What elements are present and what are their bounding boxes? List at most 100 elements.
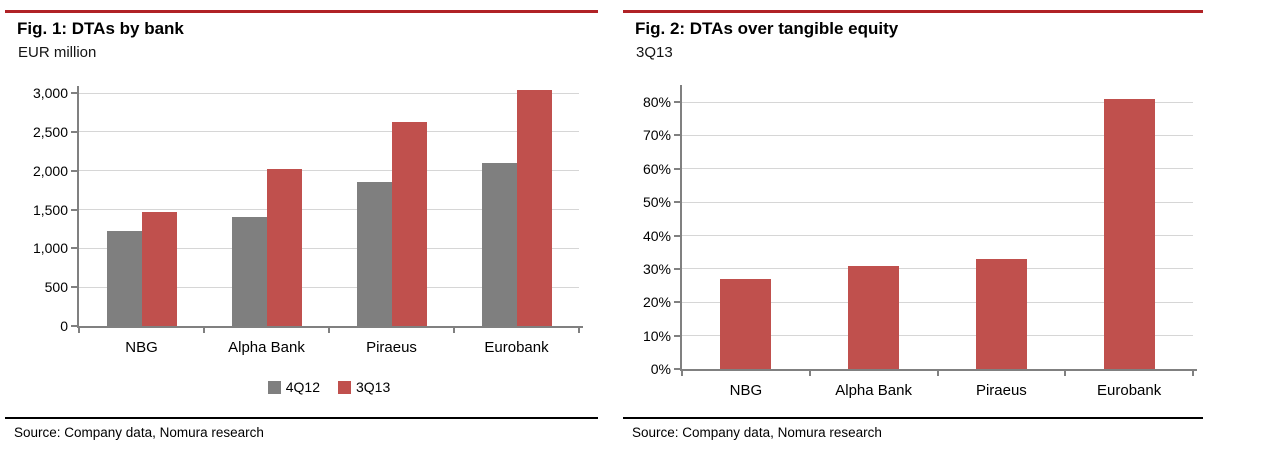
x-category-label: NBG xyxy=(125,339,158,356)
y-tick-label: 500 xyxy=(44,279,68,296)
y-tick-label: 50% xyxy=(642,194,671,211)
x-tick-mark xyxy=(578,328,580,333)
bar-4Q12-Eurobank xyxy=(481,162,517,326)
legend-label: 4Q12 xyxy=(285,379,320,395)
bar-4Q12-Piraeus xyxy=(356,181,392,326)
y-tick-mark xyxy=(71,169,77,172)
top-red-rule xyxy=(5,10,598,13)
figure-title: Fig. 1: DTAs by bank xyxy=(17,19,184,38)
y-tick-label: 20% xyxy=(642,294,671,311)
y-tick-mark xyxy=(71,208,77,211)
figure-2-dtas-over-tangible-equity: Fig. 2: DTAs over tangible equity 3Q13 0… xyxy=(623,0,1203,474)
bar-3Q13-NBG xyxy=(720,278,772,369)
y-axis-line xyxy=(77,86,79,328)
x-category-label: Piraeus xyxy=(366,339,417,356)
y-tick-label: 2,000 xyxy=(32,162,68,179)
gridline xyxy=(79,247,579,249)
bar-3Q13-NBG xyxy=(141,211,177,326)
bar-4Q12-Alpha Bank xyxy=(231,217,267,326)
figure-period-label: 3Q13 xyxy=(636,44,673,61)
gridline xyxy=(682,235,1193,236)
legend-item-3Q13: 3Q13 xyxy=(338,379,390,395)
y-tick-label: 70% xyxy=(642,127,671,144)
x-tick-mark xyxy=(203,328,205,333)
source-note: Source: Company data, Nomura research xyxy=(632,425,882,440)
gridline xyxy=(79,92,579,94)
source-note: Source: Company data, Nomura research xyxy=(14,425,264,440)
x-tick-mark xyxy=(936,371,939,376)
y-axis-line xyxy=(680,85,682,371)
y-tick-mark xyxy=(674,167,680,170)
y-tick-label: 2,500 xyxy=(32,123,68,140)
x-tick-mark xyxy=(328,328,330,333)
figure-units-label: EUR million xyxy=(18,44,97,61)
y-tick-mark xyxy=(71,130,77,133)
gridline xyxy=(79,131,579,133)
x-axis-line xyxy=(680,369,1197,371)
legend-swatch-icon xyxy=(267,380,281,394)
bar-3Q13-Alpha Bank xyxy=(266,169,302,326)
legend-label: 3Q13 xyxy=(356,379,391,395)
x-category-label: Alpha Bank xyxy=(228,339,305,356)
chart-legend: 4Q12 3Q13 xyxy=(79,379,579,395)
gridline xyxy=(682,301,1193,303)
gridline xyxy=(79,209,579,210)
gridline xyxy=(682,201,1193,203)
bar-3Q13-Piraeus xyxy=(391,121,427,326)
x-category-label: Alpha Bank xyxy=(835,382,912,399)
x-category-label: Eurobank xyxy=(484,339,549,356)
gridline xyxy=(682,168,1193,170)
gridline xyxy=(682,101,1193,103)
y-tick-mark xyxy=(674,134,680,137)
x-category-label: NBG xyxy=(729,382,763,399)
y-tick-label: 3,000 xyxy=(32,85,68,101)
y-tick-label: 1,500 xyxy=(32,201,68,218)
y-tick-label: 60% xyxy=(642,160,671,177)
y-tick-label: 30% xyxy=(642,260,671,277)
y-tick-mark xyxy=(674,234,680,237)
y-tick-mark xyxy=(674,334,680,337)
y-tick-label: 1,000 xyxy=(32,240,68,257)
y-tick-mark xyxy=(71,247,77,250)
top-red-rule xyxy=(623,10,1203,13)
y-tick-mark xyxy=(71,286,77,289)
x-tick-mark xyxy=(681,371,683,376)
plot-area: 0% 10% 20% 30% 40% 50% 60% 70% 80% NBG Alpha Bank P… xyxy=(643,85,1197,399)
x-tick-mark xyxy=(1064,371,1067,376)
y-tick-mark xyxy=(674,101,680,103)
bar-3Q13-Eurobank xyxy=(1103,98,1155,369)
y-tick-mark xyxy=(71,92,77,94)
y-tick-label: 0% xyxy=(650,361,671,377)
x-tick-mark xyxy=(1192,371,1194,376)
bar-3Q13-Eurobank xyxy=(516,89,552,326)
bar-4Q12-NBG xyxy=(106,231,142,326)
y-tick-label: 0 xyxy=(60,318,68,334)
x-tick-mark xyxy=(78,328,80,333)
legend-swatch-icon xyxy=(338,380,351,394)
gridline xyxy=(79,170,579,172)
y-tick-mark xyxy=(71,325,77,327)
figure-1-dtas-by-bank: Fig. 1: DTAs by bank EUR million 0 500 1,0… xyxy=(5,0,598,474)
x-tick-mark xyxy=(453,328,455,333)
y-tick-label: 40% xyxy=(642,227,671,244)
y-tick-mark xyxy=(674,368,680,370)
y-tick-label: 80% xyxy=(642,94,671,110)
bottom-black-rule xyxy=(623,417,1203,419)
gridline xyxy=(682,134,1193,136)
gridline xyxy=(682,268,1193,270)
y-tick-mark xyxy=(674,201,680,204)
figure-title: Fig. 2: DTAs over tangible equity xyxy=(635,19,899,38)
gridline xyxy=(79,286,579,288)
legend-item-4Q12: 4Q12 xyxy=(267,379,320,395)
y-tick-mark xyxy=(674,267,680,270)
bar-3Q13-Alpha Bank xyxy=(848,265,900,369)
x-tick-mark xyxy=(808,371,811,376)
y-tick-mark xyxy=(674,301,680,304)
bottom-black-rule xyxy=(5,417,598,419)
plot-area: 0 500 1,000 1,500 2,000 2,500 3,000 NBG Alpha Ba… xyxy=(33,85,583,356)
x-category-label: Eurobank xyxy=(1097,382,1162,399)
y-tick-label: 10% xyxy=(642,327,671,344)
x-category-label: Piraeus xyxy=(975,382,1027,399)
x-axis-line xyxy=(77,326,583,328)
